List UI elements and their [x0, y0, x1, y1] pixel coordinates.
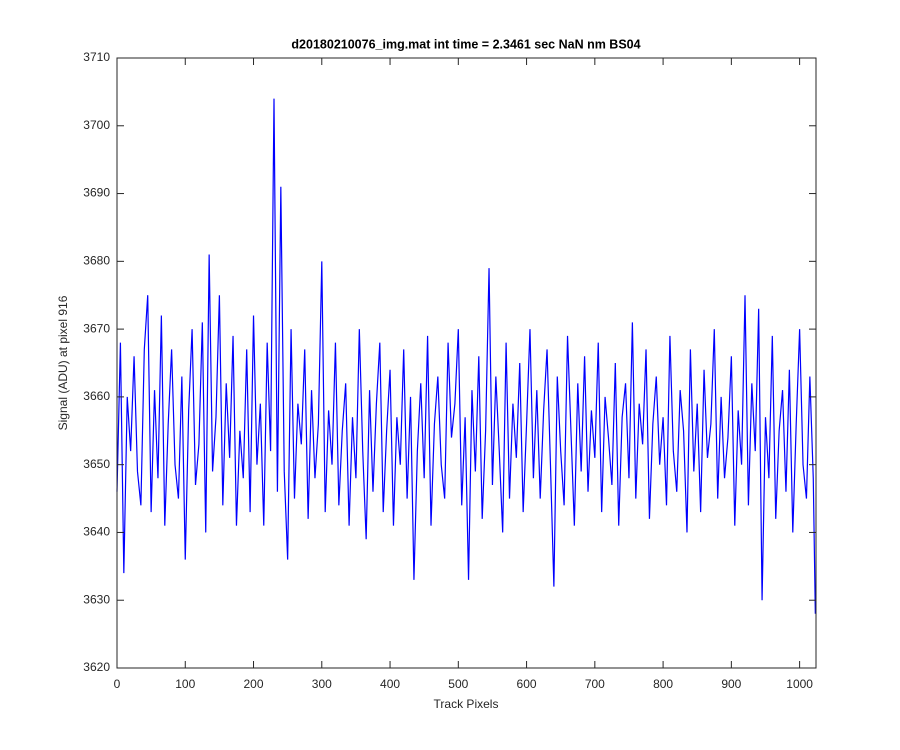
x-tick-label: 0 — [114, 677, 121, 691]
y-tick-label: 3630 — [83, 592, 110, 606]
y-tick-label: 3620 — [83, 660, 110, 674]
y-axis-label: Signal (ADU) at pixel 916 — [56, 295, 70, 430]
axes-box — [116, 57, 817, 669]
x-tick-label: 200 — [244, 677, 264, 691]
y-tick-label: 3700 — [83, 118, 110, 132]
y-tick-label: 3710 — [83, 50, 110, 64]
y-tick-label: 3660 — [83, 389, 110, 403]
y-tick-label: 3640 — [83, 525, 110, 539]
y-tick-label: 3670 — [83, 321, 110, 335]
x-tick-label: 700 — [585, 677, 605, 691]
x-tick-label: 500 — [448, 677, 468, 691]
x-tick-label: 600 — [517, 677, 537, 691]
x-tick-label: 1000 — [786, 677, 813, 691]
y-tick-label: 3650 — [83, 457, 110, 471]
y-tick-label: 3680 — [83, 254, 110, 268]
x-axis-label: Track Pixels — [434, 697, 499, 711]
data-line — [116, 98, 816, 614]
x-tick-label: 300 — [312, 677, 332, 691]
y-tick-label: 3690 — [83, 186, 110, 200]
x-tick-label: 400 — [380, 677, 400, 691]
x-tick-label: 800 — [653, 677, 673, 691]
x-tick-label: 100 — [175, 677, 195, 691]
chart-title: d20180210076_img.mat int time = 2.3461 s… — [291, 37, 640, 51]
x-tick-label: 900 — [721, 677, 741, 691]
